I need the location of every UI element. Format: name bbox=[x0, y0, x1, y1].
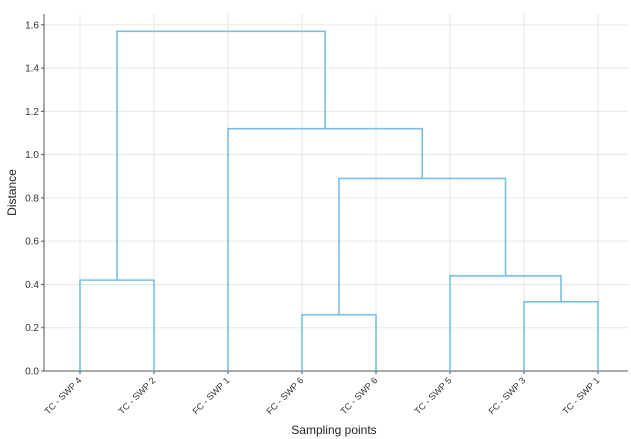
y-tick-label-3: 0.6 bbox=[25, 237, 39, 248]
y-tick-label-7: 1.4 bbox=[25, 64, 39, 75]
y-tick-label-4: 0.8 bbox=[25, 193, 39, 204]
x-axis-title: Sampling points bbox=[291, 423, 376, 437]
merge-link-4 bbox=[449, 275, 562, 371]
merge-link-5 bbox=[338, 177, 507, 315]
x-tick-label-7: TC - SWP 1 bbox=[561, 375, 602, 416]
merge-link-2 bbox=[301, 313, 377, 371]
merge-link-7 bbox=[116, 30, 326, 281]
axes bbox=[43, 14, 628, 372]
y-axis-ticks: 0.0 0.2 0.4 0.6 0.8 1.0 1.2 1.4 1.6 bbox=[25, 20, 44, 378]
x-axis-labels: TC - SWP 4 TC - SWP 2 FC - SWP 1 FC - SWP 6… bbox=[43, 371, 602, 416]
y-tick-label-8: 1.6 bbox=[25, 20, 39, 31]
x-tick-label-1: TC - SWP 2 bbox=[117, 375, 158, 416]
x-tick-label-3: FC - SWP 6 bbox=[265, 375, 306, 416]
x-tick-label-6: FC - SWP 3 bbox=[487, 375, 528, 416]
y-tick-label-6: 1.2 bbox=[25, 107, 39, 118]
y-tick-label-2: 0.4 bbox=[25, 280, 39, 291]
merge-link-1 bbox=[79, 279, 155, 371]
grid bbox=[44, 14, 628, 372]
merge-link-6 bbox=[227, 127, 424, 371]
y-tick-label-5: 1.0 bbox=[25, 150, 39, 161]
x-tick-label-2: FC - SWP 1 bbox=[191, 375, 232, 416]
x-tick-label-0: TC - SWP 4 bbox=[43, 375, 84, 416]
y-axis-title: Distance bbox=[5, 169, 19, 216]
dendrogram-links bbox=[79, 30, 599, 371]
x-tick-label-4: TC - SWP 6 bbox=[339, 375, 380, 416]
x-tick-label-5: TC - SWP 5 bbox=[413, 375, 454, 416]
merge-link-3 bbox=[523, 300, 599, 371]
y-tick-label-1: 0.2 bbox=[25, 323, 39, 334]
y-tick-label-0: 0.0 bbox=[25, 367, 39, 378]
